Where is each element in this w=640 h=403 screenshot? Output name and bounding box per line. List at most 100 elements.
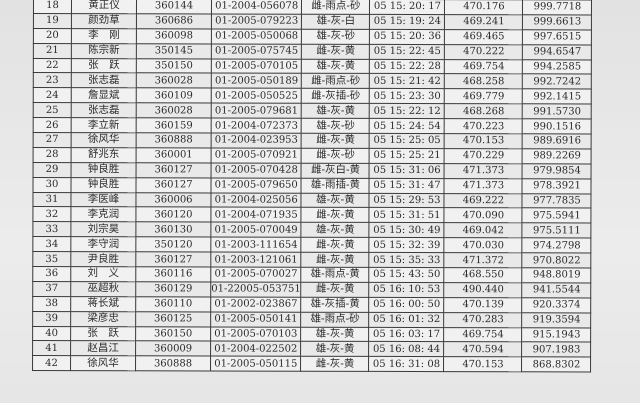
name-cell: 尹良胜 xyxy=(70,251,136,267)
bird-attributes-cell: 雌-灰-砂 xyxy=(301,148,370,164)
member-id-cell: 360110 xyxy=(135,296,211,312)
distance-cell: 470.139 xyxy=(444,297,523,313)
bird-attributes-cell: 雌-灰-黄 xyxy=(301,207,370,223)
bird-attributes-cell: 雄-灰-砂 xyxy=(301,118,370,134)
arrival-time-cell: 05 15: 31: 51 xyxy=(369,207,445,223)
distance-cell: 468.268 xyxy=(444,103,523,119)
table-row: 18 黄正仪 360144 01-2004-056078 雌-雨点-砂 05 15: 20… xyxy=(33,0,592,15)
ring-number-cell: 01-2005-050068 xyxy=(211,28,302,44)
speed-cell: 978.3921 xyxy=(522,178,592,194)
speed-cell: 941.5544 xyxy=(522,282,592,298)
member-id-cell: 360129 xyxy=(135,281,211,297)
member-id-cell: 360028 xyxy=(136,73,212,89)
bird-attributes-cell: 雄-灰-黄 xyxy=(301,222,370,238)
speed-cell: 990.1516 xyxy=(522,118,592,134)
arrival-time-cell: 05 15: 22: 12 xyxy=(369,103,445,119)
name-cell: 钟良胜 xyxy=(70,177,137,193)
results-table-body: 18 黄正仪 360144 01-2004-056078 雌-雨点-砂 05 15: 20… xyxy=(32,0,592,373)
distance-cell: 470.222 xyxy=(444,44,523,60)
speed-cell: 999.7718 xyxy=(522,0,592,15)
distance-cell: 469.222 xyxy=(444,193,523,209)
distance-cell: 469.241 xyxy=(444,14,523,30)
speed-cell: 994.2585 xyxy=(522,59,592,75)
distance-cell: 469.754 xyxy=(444,59,523,75)
ring-number-cell: 01-22005-053751 xyxy=(210,281,302,298)
arrival-time-cell: 05 16: 00: 50 xyxy=(369,297,445,313)
speed-cell: 868.8302 xyxy=(521,357,592,373)
speed-cell: 989.6916 xyxy=(522,133,592,149)
member-id-cell: 360028 xyxy=(136,103,212,119)
member-id-cell: 360006 xyxy=(135,192,211,208)
rank-cell: 27 xyxy=(33,132,72,148)
distance-cell: 470.153 xyxy=(444,133,523,149)
member-id-cell: 360888 xyxy=(135,356,211,372)
distance-cell: 471.373 xyxy=(444,178,523,194)
rank-cell: 30 xyxy=(32,177,72,193)
distance-cell: 470.176 xyxy=(444,0,523,15)
arrival-time-cell: 05 15: 35: 33 xyxy=(369,252,445,268)
member-id-cell: 350150 xyxy=(136,58,212,74)
rank-cell: 38 xyxy=(32,296,71,312)
arrival-time-cell: 05 15: 24: 54 xyxy=(369,118,445,134)
member-id-cell: 360150 xyxy=(135,326,211,342)
ring-number-cell: 01-2004-072373 xyxy=(211,118,302,134)
name-cell: 舒兆东 xyxy=(71,147,137,163)
arrival-time-cell: 05 16: 10: 53 xyxy=(369,282,445,298)
name-cell: 李医峰 xyxy=(70,192,136,208)
name-cell: 詹显斌 xyxy=(71,87,137,104)
ring-number-cell: 01-2005-050525 xyxy=(211,88,302,104)
speed-cell: 975.5111 xyxy=(522,223,592,239)
speed-cell: 948.8019 xyxy=(522,267,592,283)
member-id-cell: 360127 xyxy=(135,251,211,267)
bird-attributes-cell: 雄-灰插-黄 xyxy=(301,297,370,313)
name-cell: 李立新 xyxy=(71,117,137,133)
ring-number-cell: 01-2005-050189 xyxy=(211,73,302,89)
rank-cell: 36 xyxy=(32,266,71,282)
arrival-time-cell: 05 16: 03: 17 xyxy=(369,326,445,343)
member-id-cell: 360130 xyxy=(135,222,211,238)
name-cell: 梁彦忠 xyxy=(70,311,136,327)
ring-number-cell: 01-2004-025056 xyxy=(210,192,302,208)
bird-attributes-cell: 雄-灰-黄 xyxy=(301,58,370,74)
name-cell: 张志磊 xyxy=(71,73,137,89)
ring-number-cell: 01-2005-050115 xyxy=(210,356,302,372)
name-cell: 张 跃 xyxy=(71,58,137,74)
table-row: 29 钟良胜 360127 01-2005-070428 雌-灰白-黄 05 15: 31… xyxy=(33,162,592,179)
bird-attributes-cell: 雄-灰-黄 xyxy=(301,192,370,208)
bird-attributes-cell: 雄-灰-白 xyxy=(301,14,370,30)
bird-attributes-cell: 雄-灰-砂 xyxy=(301,28,370,45)
arrival-time-cell: 05 15: 25: 21 xyxy=(369,148,445,164)
ring-number-cell: 01-2004-023953 xyxy=(211,132,302,149)
member-id-cell: 360159 xyxy=(136,117,212,133)
member-id-cell: 360009 xyxy=(135,341,211,357)
distance-cell: 469.465 xyxy=(444,29,523,45)
table-row: 35 尹良胜 360127 01-2003-121061 雌-灰-黄 05 15: 35:… xyxy=(32,251,592,268)
bird-attributes-cell: 雌-灰-黄 xyxy=(301,252,370,268)
rank-cell: 28 xyxy=(33,147,72,163)
ring-number-cell: 01-2005-050141 xyxy=(210,311,302,327)
arrival-time-cell: 05 15: 23: 30 xyxy=(369,88,445,104)
rank-cell: 23 xyxy=(33,72,72,88)
name-cell: 钟良胜 xyxy=(71,162,137,178)
name-cell: 赵昌江 xyxy=(70,341,136,357)
distance-cell: 468.258 xyxy=(444,74,523,90)
name-cell: 徐风华 xyxy=(71,132,137,148)
table-row: 38 蒋长斌 360110 01-2002-023867 雄-灰插-黄 05 16: 00… xyxy=(32,296,592,313)
table-row: 27 徐风华 360888 01-2004-023953 雌-灰-黄 05 15: 25:… xyxy=(33,132,592,149)
bird-attributes-cell: 雄-灰-黄 xyxy=(301,341,370,357)
arrival-time-cell: 05 15: 30: 49 xyxy=(369,222,445,238)
member-id-cell: 360120 xyxy=(135,207,211,223)
distance-cell: 471.372 xyxy=(444,252,523,268)
ring-number-cell: 01-2005-070027 xyxy=(210,266,302,283)
member-id-cell: 350120 xyxy=(135,237,211,253)
distance-cell: 470.229 xyxy=(444,148,523,164)
rank-cell: 34 xyxy=(32,236,71,252)
speed-cell: 994.6547 xyxy=(522,44,592,60)
speed-cell: 907.1983 xyxy=(522,342,592,358)
rank-cell: 29 xyxy=(33,162,72,178)
arrival-time-cell: 05 15: 43: 50 xyxy=(369,267,445,283)
rank-cell: 22 xyxy=(33,58,72,74)
bird-attributes-cell: 雄-灰-黄 xyxy=(301,326,370,342)
member-id-cell: 360001 xyxy=(136,147,212,163)
member-id-cell: 360144 xyxy=(136,0,212,14)
